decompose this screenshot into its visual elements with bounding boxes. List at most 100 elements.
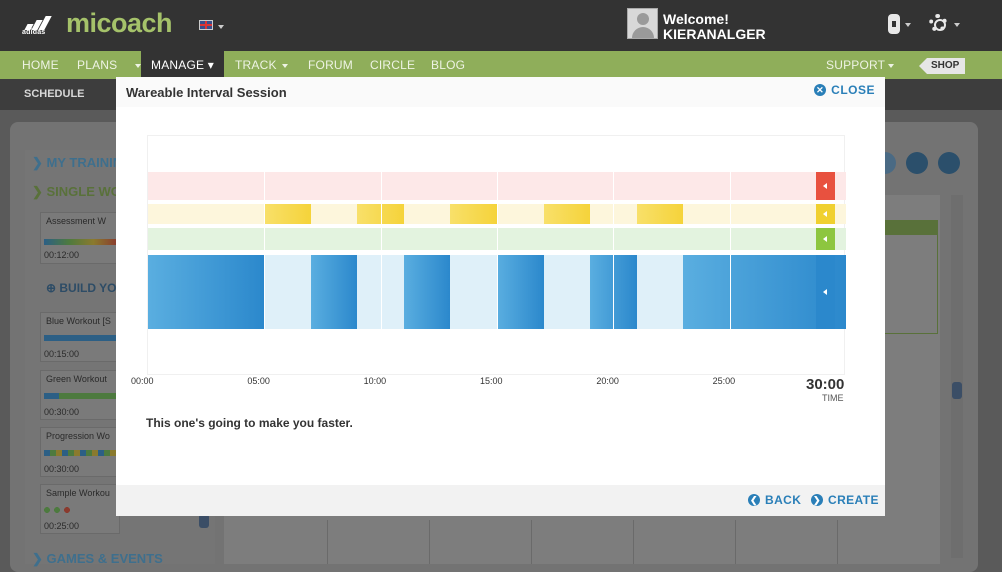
avatar-body — [632, 27, 654, 38]
chart-gridline — [729, 172, 731, 329]
sidebar-single-workouts-label: SINGLE WO — [46, 184, 121, 199]
modal-footer: ❮ BACK ❯ CREATE — [116, 485, 885, 516]
sidebar-single-workouts[interactable]: ❯ SINGLE WO — [32, 184, 121, 199]
workout-card[interactable]: Assessment W 00:12:00 — [40, 212, 120, 264]
calendar-gridline — [429, 520, 430, 564]
workout-card[interactable]: Progression Wo 00:30:00 — [40, 427, 120, 477]
workout-card-bar — [44, 335, 118, 341]
green-zone-handle[interactable] — [816, 228, 835, 250]
chevron-down-icon[interactable] — [954, 23, 960, 27]
modal-header: Wareable Interval Session ✕ CLOSE — [116, 77, 885, 107]
adidas-wordmark: adidas — [22, 29, 46, 36]
modal-title: Wareable Interval Session — [126, 85, 287, 100]
avatar[interactable] — [627, 8, 658, 39]
build-workout-link[interactable]: ⊕ BUILD YO — [46, 281, 117, 295]
blue-interval-segment[interactable] — [148, 255, 265, 329]
nav-plans[interactable]: PLANS — [77, 51, 117, 79]
workout-card-duration: 00:15:00 — [44, 349, 80, 359]
nav-support[interactable]: SUPPORT — [826, 58, 886, 72]
nav-home[interactable]: HOME — [22, 58, 59, 72]
calendar-month-icon[interactable] — [938, 152, 960, 174]
interval-session-modal: Wareable Interval Session ✕ CLOSE 00:00 0… — [116, 77, 885, 516]
workout-card-bar — [44, 393, 118, 399]
time-tick-label: 10:00 — [363, 376, 387, 386]
page-scrollbar-thumb[interactable] — [952, 382, 962, 399]
workout-card-title: Progression Wo — [46, 431, 110, 441]
chevron-down-icon[interactable] — [218, 25, 224, 29]
back-label: BACK — [765, 493, 802, 507]
close-label: CLOSE — [831, 83, 875, 97]
chevron-down-icon[interactable] — [135, 64, 141, 68]
page-scrollbar[interactable] — [951, 195, 963, 558]
sidebar-games-events[interactable]: ❯ GAMES & EVENTS — [32, 551, 163, 566]
calendar-gridline — [735, 520, 736, 564]
blue-interval-segment[interactable] — [497, 255, 544, 329]
back-button[interactable]: ❮ BACK — [748, 493, 801, 507]
time-tick-label: 05:00 — [247, 376, 270, 386]
yellow-interval-segment[interactable] — [450, 204, 497, 224]
total-time: 30:00 — [806, 376, 845, 393]
phone-icon[interactable] — [888, 14, 900, 34]
uk-flag-icon[interactable] — [199, 20, 213, 30]
workout-card-bar — [44, 450, 118, 456]
yellow-interval-segment[interactable] — [543, 204, 591, 224]
close-icon: ✕ — [814, 84, 827, 96]
yellow-interval-segment[interactable] — [264, 204, 311, 224]
workout-card-duration: 00:30:00 — [44, 407, 80, 417]
calendar-gridline — [837, 520, 838, 564]
chart-gridline — [497, 172, 498, 329]
create-button[interactable]: ❯ CREATE — [811, 493, 879, 507]
nav-circle[interactable]: CIRCLE — [370, 58, 416, 72]
workout-card-title: Assessment W — [46, 216, 107, 226]
workout-card-title: Sample Workou — [46, 488, 110, 498]
calendar-gridline — [633, 520, 634, 564]
sidebar-my-training[interactable]: ❯ MY TRAININ — [32, 155, 123, 170]
chevron-down-icon[interactable] — [905, 23, 911, 27]
adidas-logo[interactable]: adidas — [22, 14, 54, 36]
nav-forum[interactable]: FORUM — [308, 58, 353, 72]
nav-manage-label: MANAGE — [151, 58, 205, 72]
red-zone-handle[interactable] — [816, 172, 835, 200]
workout-card[interactable]: Green Workout 00:30:00 — [40, 370, 120, 420]
shop-button[interactable]: SHOP — [919, 58, 966, 74]
workout-card[interactable]: Sample Workou 00:25:00 — [40, 484, 120, 534]
yellow-zone-handle[interactable] — [816, 204, 835, 224]
welcome-greeting: Welcome! — [663, 11, 729, 27]
time-tick-label: 00:00 — [131, 376, 154, 386]
workout-card-duration: 00:25:00 — [44, 521, 80, 531]
blue-interval-segment[interactable] — [403, 255, 451, 329]
micoach-logo[interactable]: micoach — [66, 8, 173, 38]
welcome-text: Welcome! KIERANALGER — [663, 12, 766, 42]
forward-arrow-icon: ❯ — [811, 494, 823, 506]
top-bar: adidas micoach Welcome! KIERANALGER — [0, 0, 1002, 51]
nav-track[interactable]: TRACK — [235, 58, 277, 72]
nav-blog[interactable]: BLOG — [431, 58, 466, 72]
sidebar-my-training-label: MY TRAININ — [46, 155, 123, 170]
build-workout-label: BUILD YO — [59, 281, 117, 295]
time-tick-label: 15:00 — [480, 376, 503, 386]
time-axis-label: TIME — [822, 393, 844, 403]
nav-manage[interactable]: MANAGE ▾ — [141, 51, 224, 79]
sidebar-games-label: GAMES & EVENTS — [46, 551, 163, 566]
blue-zone-handle[interactable] — [816, 255, 835, 329]
gear-icon[interactable] — [929, 14, 947, 32]
subnav-schedule[interactable]: SCHEDULE — [24, 88, 85, 100]
close-button[interactable]: ✕ CLOSE — [814, 83, 875, 97]
chevron-down-icon[interactable] — [282, 64, 288, 68]
create-label: CREATE — [828, 493, 879, 507]
interval-chart — [147, 135, 846, 375]
chevron-down-icon[interactable] — [888, 64, 894, 68]
time-tick-label: 25:00 — [712, 376, 736, 386]
workout-card[interactable]: Blue Workout [S 00:15:00 — [40, 312, 120, 362]
calendar-gridline — [327, 520, 328, 564]
blue-interval-segment[interactable] — [310, 255, 358, 329]
workout-card-title: Green Workout — [46, 374, 107, 384]
username[interactable]: KIERANALGER — [663, 26, 766, 42]
time-tick-label: 20:00 — [596, 376, 619, 386]
nav-plans-label: PLANS — [77, 58, 118, 72]
avatar-head — [637, 13, 649, 25]
chart-gridline — [264, 172, 266, 329]
sidebar-scrollbar[interactable] — [199, 514, 209, 528]
calendar-week-icon[interactable] — [906, 152, 928, 174]
yellow-interval-segment[interactable] — [636, 204, 684, 224]
